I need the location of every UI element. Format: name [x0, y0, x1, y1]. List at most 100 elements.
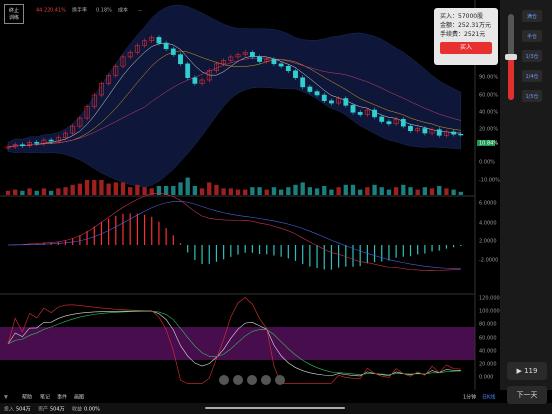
tool[interactable]: 事件 [57, 394, 67, 401]
candle [185, 63, 191, 78]
candle [134, 45, 140, 53]
volume [178, 182, 183, 195]
volume [120, 182, 126, 195]
volume [70, 184, 75, 195]
candle [235, 54, 241, 58]
next-button[interactable]: 下一天 [507, 386, 547, 404]
tool[interactable]: 画图 [74, 395, 84, 401]
volume [77, 183, 83, 195]
axis-label: 90.00% [479, 75, 498, 81]
volume [264, 189, 269, 195]
volume [286, 187, 291, 195]
candle [393, 118, 399, 125]
play-button[interactable]: ▶ 119 [507, 362, 547, 380]
volume [429, 188, 435, 195]
candle [77, 117, 83, 127]
candle [127, 52, 133, 58]
volume [329, 189, 334, 195]
volume [386, 189, 392, 195]
candle [19, 144, 25, 147]
tool[interactable]: 帮助 [22, 394, 32, 401]
footer-value: 504万 [16, 407, 31, 413]
volume [444, 188, 449, 195]
axis-label: 6.0000 [479, 201, 497, 207]
candle [307, 86, 313, 92]
period[interactable]: 1分钟 [463, 394, 476, 401]
order-qty: 买入：57000股 [440, 13, 484, 20]
axis-label: 20.000 [479, 362, 497, 368]
volume [257, 187, 262, 195]
volume [458, 191, 463, 195]
position-button[interactable]: 1/3仓 [522, 50, 542, 62]
slider-knob[interactable] [505, 54, 517, 60]
candle [364, 109, 370, 115]
tool[interactable]: 笔记 [40, 394, 50, 401]
volume [379, 187, 384, 195]
nav-dot[interactable] [275, 375, 285, 385]
volume [34, 190, 39, 195]
position-button[interactable]: 1/4仓 [522, 70, 542, 82]
candle [357, 112, 363, 115]
candle [264, 58, 270, 62]
candle [41, 139, 47, 144]
kdj-band [0, 327, 475, 360]
candle [278, 63, 284, 67]
candle [70, 125, 76, 134]
volume [358, 189, 363, 195]
candle [5, 146, 11, 149]
candle [178, 54, 183, 65]
volume [422, 187, 428, 195]
period[interactable]: 日K线 [482, 394, 495, 401]
buy-button[interactable]: 买入 [440, 42, 492, 54]
position-button[interactable]: 满仓 [522, 10, 542, 22]
volume [437, 186, 442, 195]
nav-dot[interactable] [247, 375, 257, 385]
volume [27, 188, 32, 195]
candle [228, 56, 234, 61]
dea-line [7, 201, 461, 269]
volume [235, 189, 241, 195]
volume [185, 177, 190, 195]
volume [163, 186, 169, 195]
footer-value: 0.00% [84, 407, 100, 413]
axis-label: 4.0000 [479, 221, 497, 227]
axis-label: -10.00% [479, 178, 500, 184]
exit-button[interactable]: 终止训练 [4, 4, 24, 24]
volume [415, 189, 420, 195]
order-amount: 金额：252.31万元 [440, 22, 491, 29]
candle [415, 128, 421, 132]
candle [458, 133, 464, 136]
candle [91, 94, 97, 107]
volume [135, 184, 140, 195]
candle [300, 77, 306, 88]
volume [113, 182, 118, 195]
nav-dot[interactable] [219, 375, 229, 385]
bollinger-band [7, 4, 462, 188]
volume [307, 187, 313, 195]
candle [271, 58, 277, 65]
volume [243, 189, 248, 195]
volume [293, 184, 298, 195]
position-button[interactable]: 半仓 [522, 30, 542, 42]
home-indicator [205, 407, 345, 409]
candle [120, 56, 126, 67]
ma-line [7, 57, 461, 148]
volume [451, 189, 456, 195]
candle [257, 56, 262, 62]
nav-dot[interactable] [233, 375, 243, 385]
volume [171, 186, 176, 195]
volume [300, 182, 305, 195]
candle [293, 70, 298, 78]
kdj-line [7, 297, 461, 384]
position-button[interactable]: 1/5仓 [522, 90, 542, 102]
volume [365, 187, 370, 195]
candle [27, 142, 32, 147]
axis-label: -2.0000 [479, 258, 498, 264]
candle [336, 98, 342, 104]
axis-label: 120.000 [479, 296, 500, 302]
volume [156, 186, 162, 195]
nav-dot[interactable] [261, 375, 271, 385]
change: 0.41% [50, 8, 66, 14]
candle [436, 129, 442, 136]
collapse[interactable]: ▼ [4, 395, 8, 401]
